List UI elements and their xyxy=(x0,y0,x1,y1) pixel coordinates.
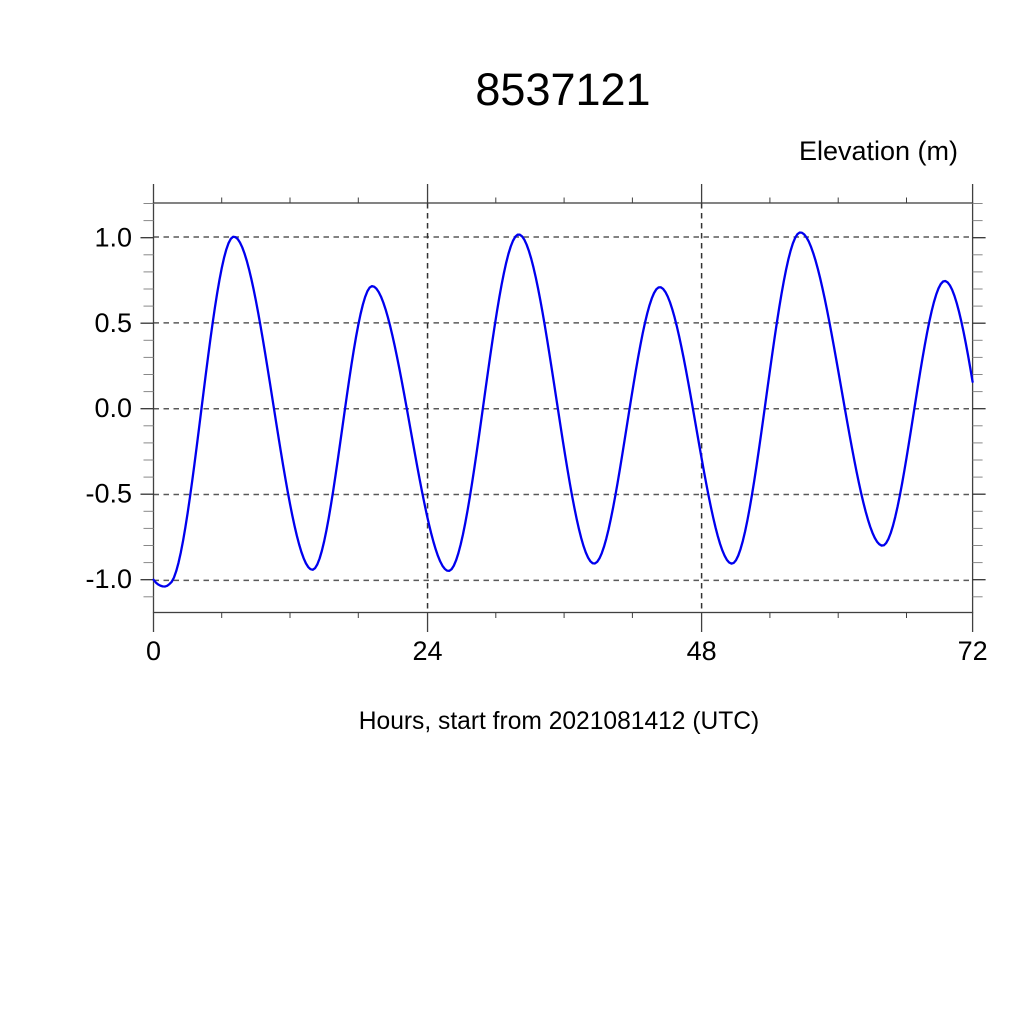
svg-text:1.0: 1.0 xyxy=(94,223,132,253)
svg-text:Elevation (m): Elevation (m) xyxy=(799,136,958,166)
svg-text:72: 72 xyxy=(958,636,988,666)
svg-text:Hours, start from 2021081412 (: Hours, start from 2021081412 (UTC) xyxy=(359,708,760,735)
svg-text:0.5: 0.5 xyxy=(94,308,132,338)
svg-text:48: 48 xyxy=(687,636,717,666)
svg-text:24: 24 xyxy=(413,636,443,666)
svg-text:8537121: 8537121 xyxy=(475,64,650,115)
svg-text:-0.5: -0.5 xyxy=(85,479,132,509)
svg-text:0.0: 0.0 xyxy=(94,393,132,423)
svg-text:-1.0: -1.0 xyxy=(85,564,132,594)
svg-text:0: 0 xyxy=(146,636,161,666)
